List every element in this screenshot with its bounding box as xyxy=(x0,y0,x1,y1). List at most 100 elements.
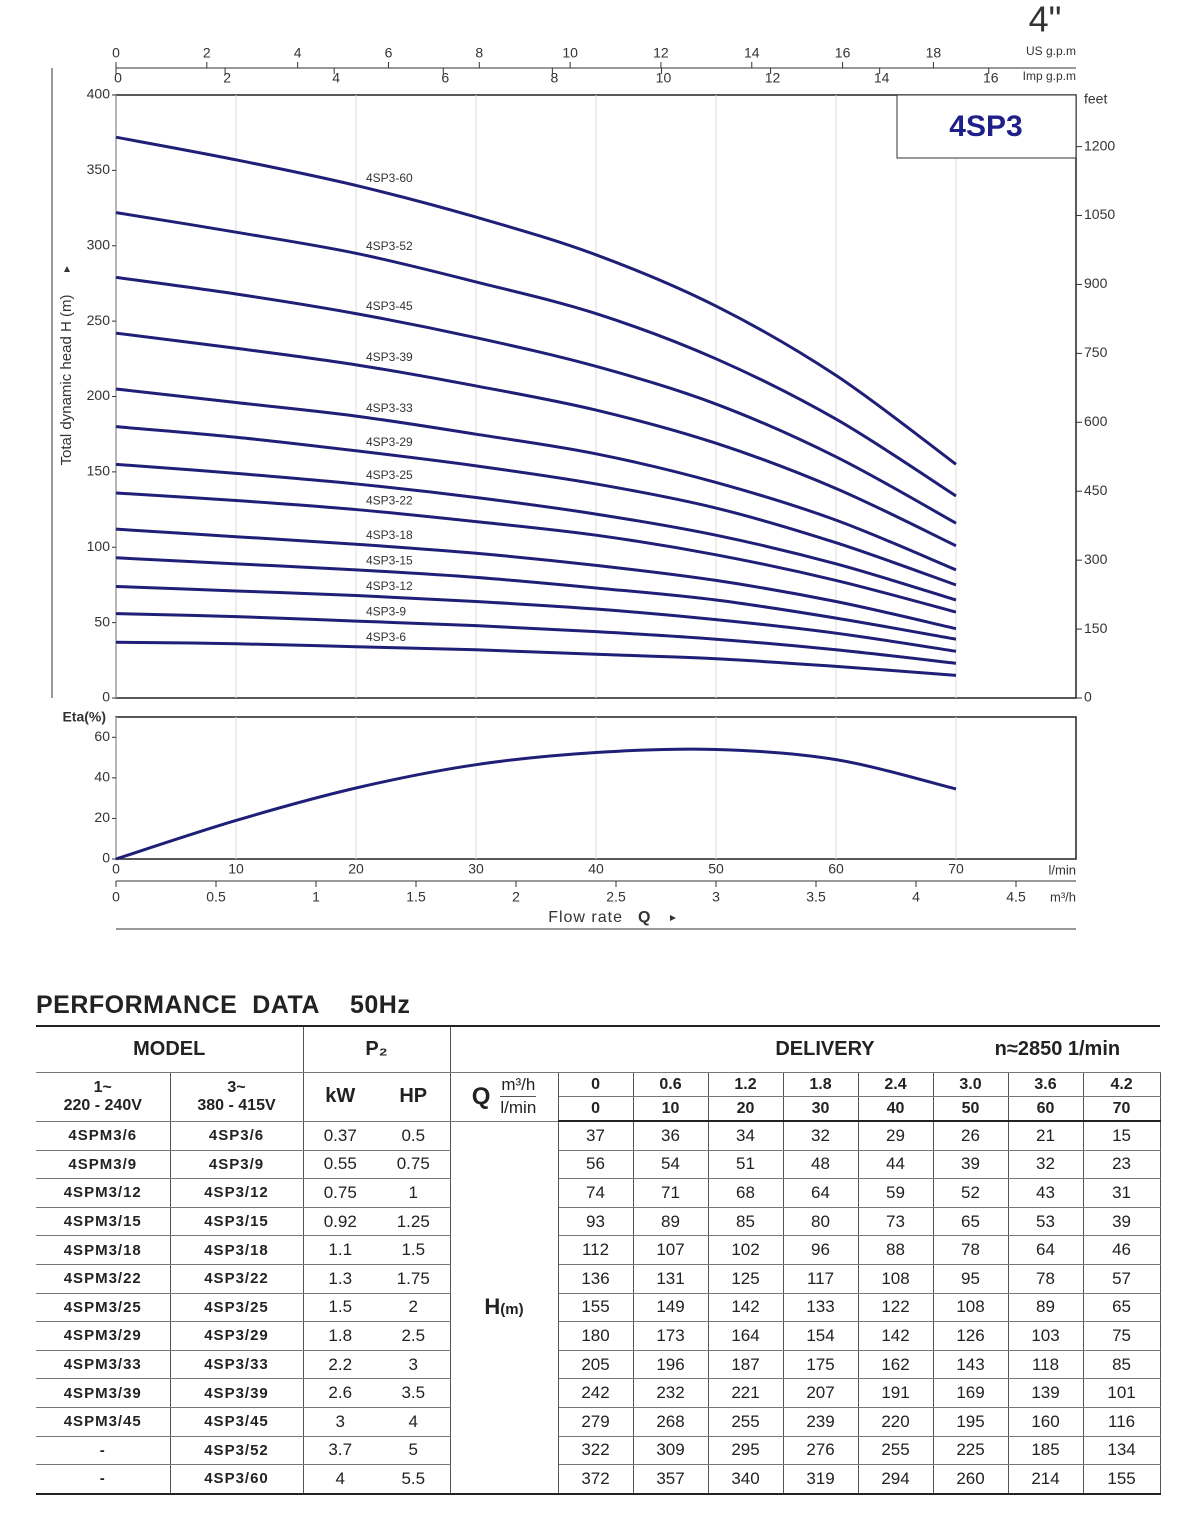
table-title: PERFORMANCE DATA 50Hz xyxy=(36,985,1160,1025)
model-name: - xyxy=(36,1435,171,1466)
model-label: 4SP3 xyxy=(949,110,1022,143)
model-name: 4SPM3/22 xyxy=(36,1263,171,1294)
power-value: 3 xyxy=(303,1406,377,1437)
head-value: 26 xyxy=(933,1120,1009,1151)
power-value: 2.5 xyxy=(377,1321,451,1351)
voltage: 380 - 415V xyxy=(197,1096,276,1114)
head-value: 207 xyxy=(783,1378,859,1408)
y2-tick-label: 1200 xyxy=(1084,137,1115,153)
head-value: 52 xyxy=(933,1178,1009,1208)
data-row: -4SP3/52 3.7 5 322 309 295 276 255 225 185 134 xyxy=(36,1435,1161,1466)
head-value: 57 xyxy=(1083,1263,1161,1294)
head-value: 88 xyxy=(858,1235,934,1265)
speed-label: n≈2850 1/min xyxy=(994,1038,1121,1060)
x3-tick-label: 0 xyxy=(114,70,122,86)
head-value: 169 xyxy=(933,1378,1009,1408)
head-value: 191 xyxy=(858,1378,934,1408)
curve-label: 4SP3-29 xyxy=(366,435,413,449)
axis-arrow xyxy=(670,915,676,921)
x-title-symbol: Q xyxy=(638,909,650,926)
flow-lmin: 0 xyxy=(558,1096,634,1122)
model-name: 4SP3/29 xyxy=(170,1321,304,1351)
x2-axis-label: m³/h xyxy=(1050,889,1076,904)
head-value: 78 xyxy=(933,1235,1009,1265)
model-name: 4SP3/45 xyxy=(170,1406,304,1437)
model-box xyxy=(896,94,1077,159)
y2-tick-label: 450 xyxy=(1084,482,1108,498)
head-value: 175 xyxy=(783,1349,859,1380)
curve xyxy=(115,527,957,631)
head-value: 232 xyxy=(633,1378,709,1408)
head-value: 221 xyxy=(708,1378,784,1408)
data-row: 4SPM3/18 4SP3/18 1.1 1.5 112 107 102 96 88 78 64 46 xyxy=(36,1235,1161,1265)
x3-tick-label: 10 xyxy=(656,70,672,86)
head-value: 31 xyxy=(1083,1178,1161,1208)
head-value: 80 xyxy=(783,1206,859,1237)
power-value: 3.5 xyxy=(377,1378,451,1408)
head-value: 108 xyxy=(858,1263,934,1294)
model-name: - xyxy=(36,1464,171,1495)
curve xyxy=(115,584,957,653)
head-value: 51 xyxy=(708,1149,784,1180)
y2-tick-label: 0 xyxy=(1084,689,1092,705)
curve-label: 4SP3-25 xyxy=(366,468,413,482)
flow-lmin: 30 xyxy=(783,1096,859,1122)
model-name: 4SPM3/33 xyxy=(36,1349,171,1380)
x2-tick-label: 12 xyxy=(653,45,669,61)
head-value: 295 xyxy=(708,1435,784,1466)
head-value: 187 xyxy=(708,1349,784,1380)
curve xyxy=(115,747,957,861)
model-name: 4SPM3/9 xyxy=(36,1149,171,1180)
flow-lmin: 60 xyxy=(1008,1096,1084,1122)
curve xyxy=(115,462,957,602)
y-tick-label: 300 xyxy=(87,236,111,252)
head-value: 340 xyxy=(708,1464,784,1495)
flow-m3h: 1.2 xyxy=(708,1072,784,1097)
x3-tick-label: 6 xyxy=(441,70,449,86)
power-value: 3 xyxy=(377,1349,451,1380)
head-value: 15 xyxy=(1083,1120,1161,1151)
head-value: 85 xyxy=(708,1206,784,1237)
head-value: 103 xyxy=(1008,1321,1084,1351)
curve-label: 4SP3-12 xyxy=(366,579,413,593)
head-value: 95 xyxy=(933,1263,1009,1294)
head-value: 112 xyxy=(558,1235,634,1265)
head-value: 56 xyxy=(558,1149,634,1180)
model-name: 4SP3/15 xyxy=(170,1206,304,1237)
phase: 3~ xyxy=(227,1078,246,1096)
data-row: 4SPM3/45 4SP3/45 3 4 279 268 255 239 220 195 160 11… xyxy=(36,1406,1161,1437)
head-value: 154 xyxy=(783,1321,859,1351)
power-value: 1.8 xyxy=(303,1321,377,1351)
model-name: 4SP3/18 xyxy=(170,1235,304,1265)
flow-lmin: 10 xyxy=(633,1096,709,1122)
model-name: 4SPM3/12 xyxy=(36,1178,171,1208)
head-value: 139 xyxy=(1008,1378,1084,1408)
header-phase: 3~ 380 - 415V xyxy=(170,1072,304,1122)
head-value: 29 xyxy=(858,1120,934,1151)
x2-tick-label: 3 xyxy=(712,889,720,905)
x2-tick-label: 3.5 xyxy=(806,889,826,905)
x-tick-label: 0 xyxy=(112,861,120,877)
head-value: 309 xyxy=(633,1435,709,1466)
head-value: 96 xyxy=(783,1235,859,1265)
x-tick-label: 10 xyxy=(228,861,244,877)
x2-tick-label: 1 xyxy=(312,889,320,905)
head-value: 185 xyxy=(1008,1435,1084,1466)
power-value: 0.55 xyxy=(303,1149,377,1180)
power-value: 0.92 xyxy=(303,1206,377,1237)
x-tick-label: 30 xyxy=(468,861,484,877)
header-hp: HP xyxy=(377,1072,451,1122)
curve xyxy=(115,425,957,587)
unit-m3h: m³/h xyxy=(500,1074,537,1098)
head-value: 108 xyxy=(933,1292,1009,1323)
x2-tick-label: 1.5 xyxy=(406,889,426,905)
x2-tick-label: 2 xyxy=(512,889,520,905)
model-name: 4SPM3/25 xyxy=(36,1292,171,1323)
head-value: 160 xyxy=(1008,1406,1084,1437)
q-units: m³/h l/min xyxy=(500,1074,537,1119)
data-row: 4SPM3/39 4SP3/39 2.6 3.5 242 232 221 207 191 169 1… xyxy=(36,1378,1161,1408)
header-delivery: DELIVERY n≈2850 1/min xyxy=(450,1025,1161,1073)
model-name: 4SP3/6 xyxy=(170,1120,304,1151)
power-value: 1.3 xyxy=(303,1263,377,1294)
x3-tick-label: 4 xyxy=(332,70,340,86)
